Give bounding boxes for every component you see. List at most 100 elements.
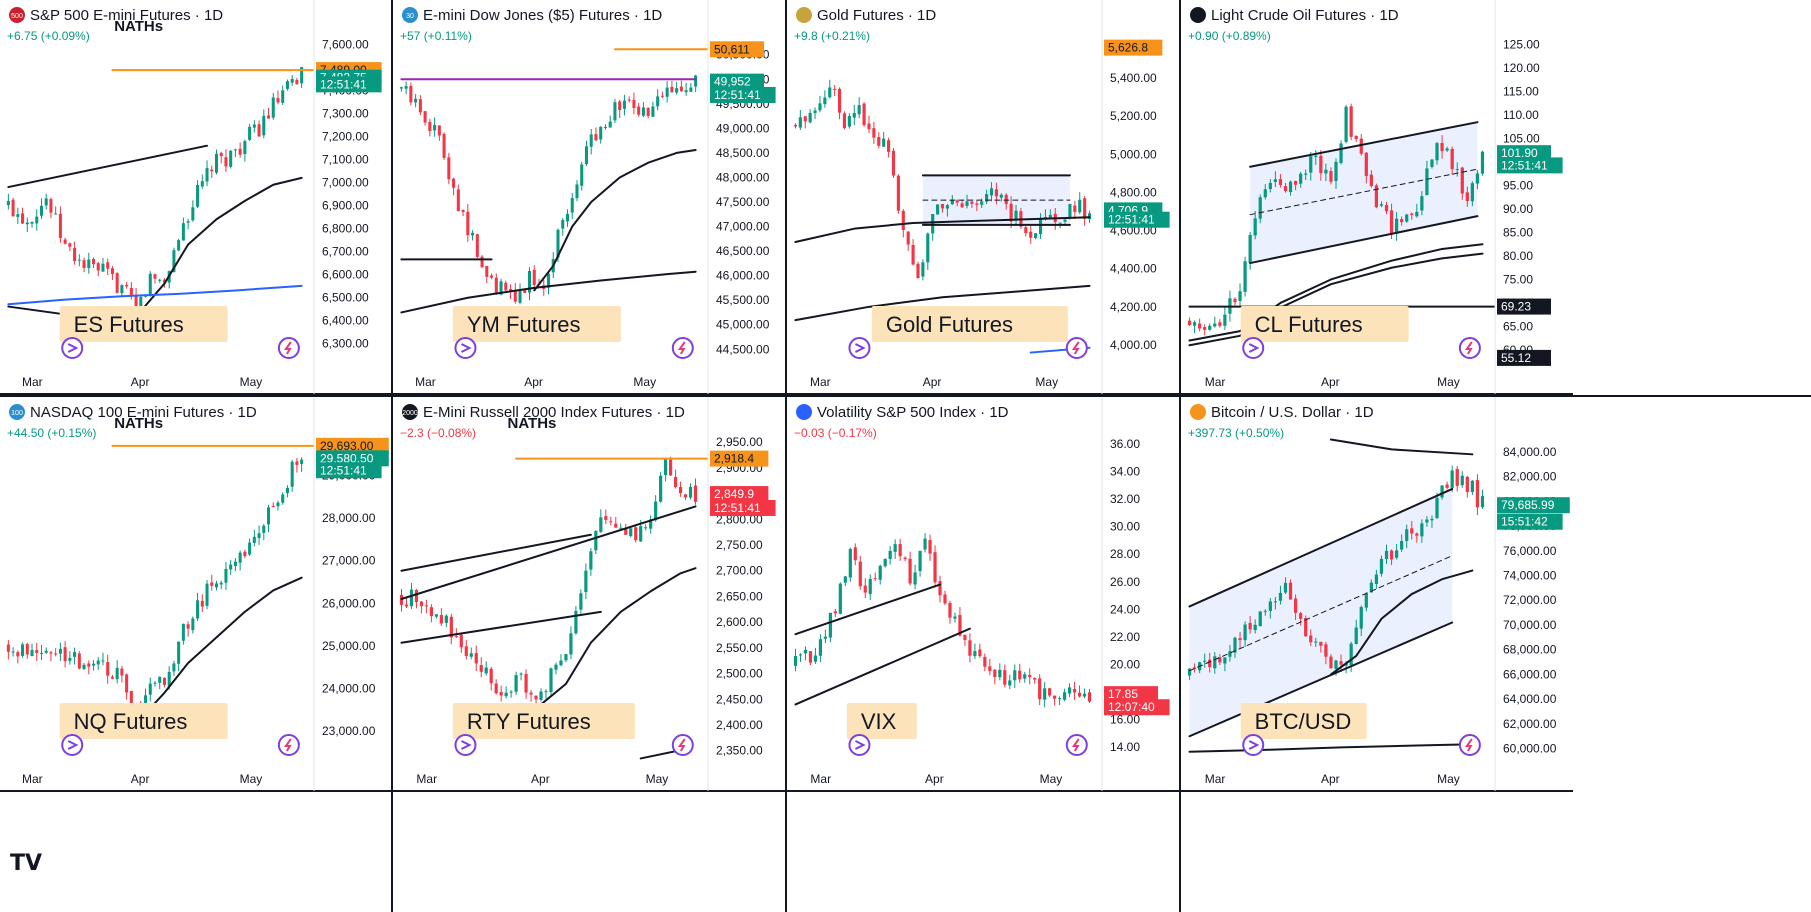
candle-body: [1440, 485, 1444, 498]
candle-body: [943, 594, 947, 604]
candle-body: [532, 269, 536, 285]
candle-body: [632, 99, 636, 109]
y-tick-label: 46,500.00: [716, 244, 770, 258]
candle-body: [125, 284, 129, 287]
candle-body: [887, 140, 891, 152]
candle-body: [1258, 197, 1262, 219]
candle-body: [848, 548, 852, 578]
chart-label-bg: [59, 703, 228, 739]
candle-body: [1013, 670, 1017, 681]
lightning-bolt-icon: [1071, 738, 1080, 752]
y-tick-label: 6,300.00: [322, 336, 369, 350]
y-tick-label: 85.00: [1503, 226, 1533, 240]
candle-body: [276, 502, 280, 507]
candle-body: [110, 268, 114, 275]
candle-body: [134, 294, 138, 307]
candle-body: [1293, 598, 1298, 613]
candle-body: [1293, 180, 1298, 185]
price-tag-label: 17.85: [1108, 687, 1138, 701]
candle-body: [973, 651, 977, 657]
candle-body: [454, 636, 458, 638]
candle-body: [624, 528, 628, 535]
candle-body: [1435, 497, 1439, 519]
lightning-bolt-icon: [1464, 341, 1473, 355]
x-tick-label: Apr: [923, 375, 942, 389]
y-tick-label: 5,400.00: [1110, 71, 1157, 85]
candle-body: [252, 124, 256, 128]
candle-body: [73, 247, 77, 262]
candle-body: [519, 673, 523, 675]
candle-body: [916, 263, 920, 279]
symbol-badge-icon: [9, 7, 25, 23]
candle-body: [35, 216, 39, 224]
candle-body: [6, 644, 10, 652]
chart-label-bg: [871, 306, 1068, 342]
price-tag-label: 5,626.8: [1108, 41, 1148, 55]
candle-body: [290, 461, 294, 487]
candle-body: [186, 221, 190, 223]
candle-body: [634, 527, 638, 541]
moving-average-line: [1329, 569, 1474, 676]
candle-body: [1218, 657, 1222, 663]
candle-body: [1053, 695, 1057, 699]
candle-body: [35, 650, 39, 653]
candle-body: [993, 669, 997, 677]
candle-body: [852, 113, 856, 118]
candle-body: [903, 557, 907, 560]
y-tick-label: 45,000.00: [716, 318, 770, 332]
x-tick-label: Apr: [1321, 375, 1340, 389]
candle-body: [983, 656, 987, 667]
candle-body: [489, 668, 493, 684]
candle-body: [1048, 214, 1052, 218]
candle-body: [938, 581, 942, 596]
candle-body: [688, 486, 693, 498]
candle-body: [148, 683, 152, 695]
replay-arrow-icon: [67, 343, 79, 353]
candle-body: [214, 153, 219, 173]
candle-body: [6, 200, 10, 206]
candle-body: [456, 189, 460, 212]
price-change: +0.90 (+0.89%): [1188, 29, 1271, 43]
candle-body: [660, 95, 664, 97]
candle-body: [679, 86, 683, 92]
candle-body: [893, 544, 897, 552]
candle-body: [948, 602, 952, 618]
candle-body: [1475, 173, 1480, 184]
candle-body: [219, 152, 223, 157]
candle-body: [945, 205, 949, 209]
x-tick-label: May: [1035, 375, 1058, 389]
candle-body: [30, 222, 34, 224]
trend-line: [1249, 121, 1479, 168]
candle-body: [1344, 106, 1348, 142]
candle-body: [1299, 613, 1303, 619]
price-change: −0.03 (−0.17%): [794, 426, 877, 440]
y-tick-label: 26.00: [1110, 575, 1140, 589]
candle-body: [931, 214, 935, 234]
candle-body: [546, 273, 551, 288]
candle-body: [818, 639, 823, 656]
candle-body: [191, 207, 195, 221]
price-tag-bg: [710, 450, 769, 467]
candle-body: [1425, 519, 1429, 523]
candle-body: [975, 203, 979, 205]
candle-body: [1480, 151, 1485, 174]
trend-line: [794, 583, 942, 636]
candle-body: [125, 674, 129, 693]
moving-average-line: [1329, 438, 1474, 456]
y-tick-label: 48,500.00: [716, 146, 770, 160]
replay-arrow-icon: [1248, 740, 1260, 750]
trend-line: [1188, 487, 1454, 608]
lightning-bolt-icon: [677, 341, 686, 355]
candle-body: [985, 194, 989, 202]
candle-body: [988, 666, 992, 671]
y-tick-label: 65.00: [1503, 319, 1533, 333]
candle-body: [1187, 320, 1192, 326]
replay-icon: [848, 734, 871, 756]
candle-body: [561, 219, 565, 229]
candle-body: [1038, 678, 1042, 700]
y-tick-label: 44,500.00: [716, 342, 770, 356]
y-tick-label: 6,900.00: [322, 198, 369, 212]
candle-body: [30, 649, 34, 657]
candle-body: [39, 652, 43, 654]
candle-body: [873, 578, 877, 580]
